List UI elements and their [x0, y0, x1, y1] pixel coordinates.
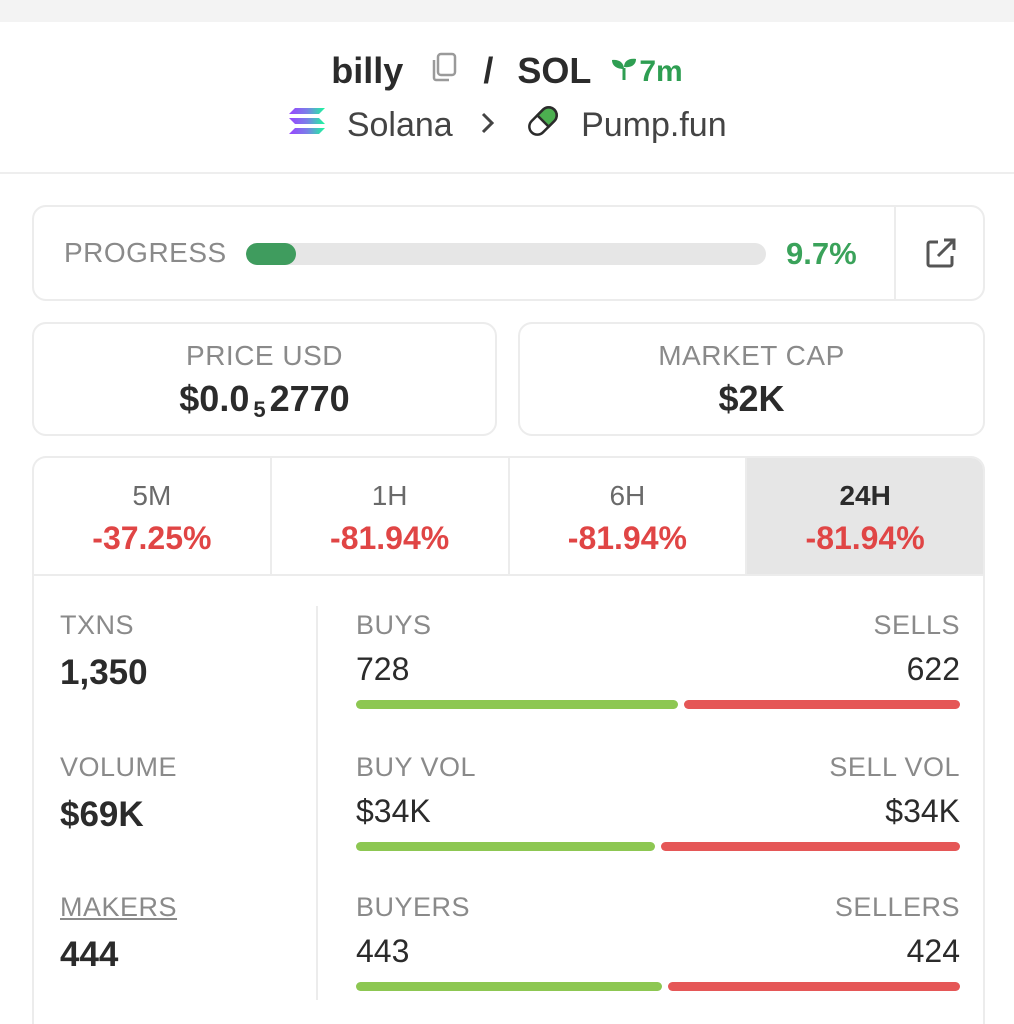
external-link-button[interactable]	[896, 207, 985, 299]
sellers-value: 424	[906, 933, 960, 969]
buys-sells-split: BUYS SELLS 728 622	[356, 610, 960, 709]
chain-link[interactable]: Solana	[346, 106, 453, 144]
copy-icon[interactable]	[429, 50, 459, 92]
makers-label[interactable]: MAKERS	[60, 892, 178, 922]
pill-icon	[524, 102, 562, 149]
tab-label: 24H	[839, 480, 891, 511]
buys-sells-bar	[356, 700, 960, 709]
buy-bar	[356, 700, 678, 709]
tab-label: 1H	[371, 480, 408, 511]
quote-symbol: SOL	[517, 50, 592, 92]
sell-bar	[661, 842, 960, 851]
tab-6h[interactable]: 6H -81.94%	[510, 458, 748, 574]
sprout-icon	[612, 58, 637, 80]
pair-age: 7m	[609, 54, 683, 89]
tab-change: -81.94%	[805, 520, 925, 556]
price-digits: 2770	[269, 378, 350, 419]
buy-vol-label: BUY VOL	[356, 752, 477, 782]
tab-change: -81.94%	[330, 520, 450, 556]
bonding-progress-card: PROGRESS 9.7%	[32, 205, 985, 301]
buy-bar	[356, 982, 662, 991]
txns-value: 1,350	[60, 653, 148, 692]
price-label: PRICE USD	[186, 340, 343, 371]
txns-label: TXNS	[60, 610, 135, 640]
sells-value: 622	[906, 651, 960, 687]
breadcrumb: Solana Pump.fun	[0, 102, 1014, 149]
pair-header: billy / SOL 7m	[0, 22, 1014, 174]
buy-bar	[356, 842, 655, 851]
sell-bar	[668, 982, 960, 991]
price-value: $0.0 5 2770	[34, 378, 495, 423]
tab-change: -37.25%	[92, 520, 212, 556]
dex-link[interactable]: Pump.fun	[581, 106, 727, 144]
sells-label: SELLS	[873, 610, 960, 640]
market-cap-value: $2K	[718, 378, 785, 419]
buyers-sellers-bar	[356, 982, 960, 991]
timeframe-tabs: 5M -37.25% 1H -81.94% 6H -81.94% 24H -81…	[34, 458, 983, 576]
txns-metric: TXNS 1,350	[60, 610, 148, 693]
volume-bar	[356, 842, 960, 851]
tab-label: 5M	[132, 480, 172, 511]
pair-title: billy / SOL 7m	[0, 48, 1014, 92]
progress-bar-fill	[246, 243, 297, 265]
buyers-value: 443	[356, 933, 410, 969]
market-cap-card: MARKET CAP $2K	[518, 322, 985, 436]
stats-panel: 5M -37.25% 1H -81.94% 6H -81.94% 24H -81…	[32, 456, 985, 1024]
chevron-right-icon	[480, 109, 496, 143]
pair-separator: /	[483, 50, 494, 92]
price-usd-card: PRICE USD $0.0 5 2770	[32, 322, 497, 436]
sell-bar	[684, 700, 960, 709]
column-divider	[316, 606, 318, 1000]
token-symbol: billy	[331, 50, 404, 92]
volume-value: $69K	[60, 795, 144, 834]
buys-value: 728	[356, 651, 410, 687]
top-strip	[0, 0, 1014, 22]
market-cap-label: MARKET CAP	[658, 340, 845, 371]
tab-24h[interactable]: 24H -81.94%	[747, 458, 983, 574]
progress-label: PROGRESS	[64, 237, 227, 268]
volume-split: BUY VOL SELL VOL $34K $34K	[356, 752, 960, 851]
buyers-sellers-split: BUYERS SELLERS 443 424	[356, 892, 960, 991]
tab-1h[interactable]: 1H -81.94%	[272, 458, 510, 574]
volume-metric: VOLUME $69K	[60, 752, 177, 835]
price-zero-count: 5	[253, 397, 266, 422]
tab-5m[interactable]: 5M -37.25%	[34, 458, 272, 574]
sell-vol-label: SELL VOL	[829, 752, 960, 782]
makers-value: 444	[60, 935, 119, 974]
age-value: 7m	[639, 55, 683, 89]
buys-label: BUYS	[356, 610, 432, 640]
volume-label: VOLUME	[60, 752, 178, 782]
progress-bar	[246, 243, 766, 265]
external-link-icon	[926, 238, 955, 268]
buy-vol-value: $34K	[356, 793, 431, 829]
price-prefix: $0.0	[179, 378, 250, 419]
tab-change: -81.94%	[567, 520, 687, 556]
sell-vol-value: $34K	[885, 793, 960, 829]
solana-icon	[287, 106, 327, 145]
sellers-label: SELLERS	[834, 892, 960, 922]
divider	[894, 207, 896, 299]
buyers-label: BUYERS	[356, 892, 471, 922]
makers-metric: MAKERS 444	[60, 892, 177, 975]
tab-label: 6H	[609, 480, 646, 511]
progress-value: 9.7%	[786, 236, 857, 271]
